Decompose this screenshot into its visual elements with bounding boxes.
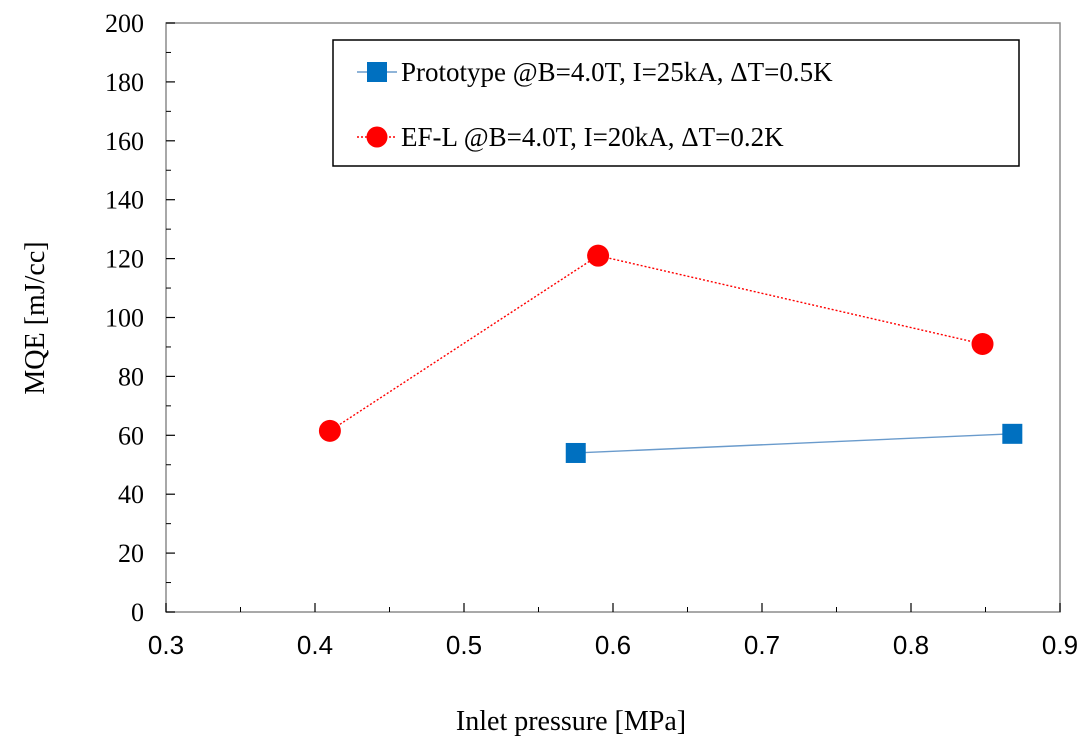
- legend-marker-prototype: [367, 62, 387, 82]
- x-tick-label: 0.9: [1042, 630, 1078, 660]
- y-tick-label: 160: [105, 127, 144, 156]
- x-tick-label: 0.4: [297, 630, 333, 660]
- y-axis-title: MQE [mJ/cc]: [20, 241, 51, 394]
- y-tick-label: 180: [105, 68, 144, 97]
- y-tick-label: 200: [105, 9, 144, 38]
- data-point-0-1: [1002, 423, 1023, 444]
- x-axis-ticks: 0.3 0.4 0.5 0.6 0.7 0.8 0.9: [148, 603, 1078, 660]
- y-tick-label: 140: [105, 186, 144, 215]
- x-tick-label: 0.6: [595, 630, 631, 660]
- series-line-0: [575, 433, 1013, 454]
- y-tick-label: 20: [118, 539, 144, 568]
- legend-label-prototype: Prototype @B=4.0T, I=25kA, ΔT=0.5K: [401, 57, 833, 87]
- x-tick-label: 0.5: [446, 630, 482, 660]
- x-tick-label: 0.8: [893, 630, 929, 660]
- legend-marker-ef-l: [366, 126, 388, 148]
- y-tick-label: 0: [131, 598, 144, 627]
- y-tick-label: 60: [118, 421, 144, 450]
- y-tick-label: 80: [118, 362, 144, 391]
- x-tick-label: 0.7: [744, 630, 780, 660]
- y-tick-label: 40: [118, 480, 144, 509]
- series-layer: [318, 244, 1023, 463]
- y-tick-label: 120: [105, 245, 144, 274]
- y-tick-label: 100: [105, 304, 144, 333]
- legend: Prototype @B=4.0T, I=25kA, ΔT=0.5K EF-L …: [332, 39, 1020, 167]
- y-axis-ticks: 0 20 40 60 80 100 120 140 160 180 200: [105, 9, 175, 627]
- minor-ticks: [166, 51, 986, 612]
- data-point-0-0: [565, 442, 586, 463]
- x-tick-label: 0.3: [148, 630, 184, 660]
- legend-box: [332, 39, 1020, 167]
- data-point-1-1: [587, 244, 610, 267]
- data-point-1-0: [318, 419, 341, 442]
- legend-label-ef-l: EF-L @B=4.0T, I=20kA, ΔT=0.2K: [401, 122, 784, 152]
- x-axis-title: Inlet pressure [MPa]: [456, 706, 686, 737]
- data-point-1-2: [971, 333, 994, 356]
